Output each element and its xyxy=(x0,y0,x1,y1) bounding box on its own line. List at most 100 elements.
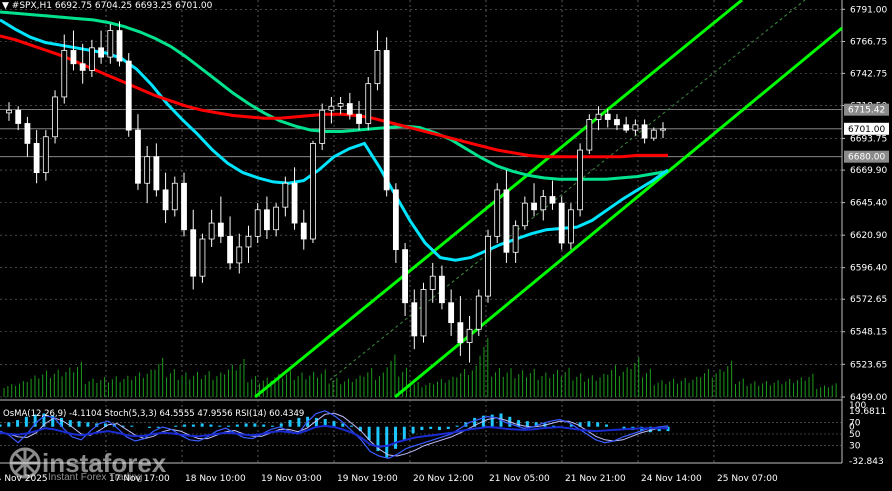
candle-body xyxy=(595,113,602,120)
instaforex-watermark: instaforex Instant Forex Trading xyxy=(8,446,167,483)
candle-body xyxy=(346,103,353,115)
time-tick-label: 18 Nov 10:00 xyxy=(185,474,246,484)
rsi-line xyxy=(0,424,668,448)
candle-body xyxy=(190,229,197,277)
subwindow-indicator-label: OsMA(12,26,9) -4.1104 Stoch(5,3,3) 64.55… xyxy=(3,409,304,419)
price-tick-label: 6548.15 xyxy=(850,328,887,338)
candle-body xyxy=(208,222,215,240)
candle-body xyxy=(457,322,464,343)
candle-body xyxy=(540,196,547,211)
ema-200-line xyxy=(0,34,668,159)
candle-body xyxy=(98,47,105,58)
subwindow-tick-label: 50 xyxy=(849,430,861,440)
candle-body xyxy=(171,182,178,211)
subwindow-tick-label: 19.6811 xyxy=(849,407,886,417)
candle-body xyxy=(291,182,298,224)
candle-body xyxy=(88,47,95,71)
candle-body xyxy=(402,249,408,304)
candle-body xyxy=(503,189,510,253)
subwindow-tick-label: 70 xyxy=(849,418,861,428)
candle-body xyxy=(439,275,445,304)
time-tick-label: 19 Nov 03:00 xyxy=(261,474,322,484)
watermark-tagline: Instant Forex Trading xyxy=(48,472,143,483)
subwindow-tick-label: -32.843 xyxy=(849,457,884,467)
price-label: 6680.00 xyxy=(848,153,885,163)
candle-body xyxy=(604,113,611,120)
candle-body xyxy=(135,129,141,184)
candle-body xyxy=(475,295,482,330)
symbol-ohlc-text: #SPX,H1 6692.75 6704.25 6693.25 6701.00 xyxy=(11,1,213,11)
price-tick-label: 6693.75 xyxy=(850,134,887,144)
candle-body xyxy=(15,109,22,124)
candle-body xyxy=(632,124,639,131)
price-tick-label: 6523.65 xyxy=(850,360,887,370)
time-tick-label: 25 Nov 07:00 xyxy=(717,474,778,484)
candle-body xyxy=(217,222,224,237)
candle-body xyxy=(227,235,233,264)
candle-body xyxy=(264,209,270,231)
candle-body xyxy=(52,96,58,138)
candle-body xyxy=(107,30,114,58)
candle-body xyxy=(374,50,381,85)
candle-body xyxy=(577,149,584,211)
price-tick-label: 6596.40 xyxy=(850,264,887,274)
candle-body xyxy=(485,235,491,297)
subwindow-tick-label: 30 xyxy=(849,442,861,452)
price-label: 6715.42 xyxy=(848,106,885,116)
candle-body xyxy=(116,30,123,62)
candle-body xyxy=(125,60,132,131)
price-tick-label: 6499.00 xyxy=(850,393,887,403)
candle-body xyxy=(383,50,390,191)
candle-body xyxy=(521,202,528,227)
candle-body xyxy=(319,109,326,144)
candle-body xyxy=(641,124,648,139)
candle-body xyxy=(328,105,335,111)
candle-body xyxy=(494,189,501,237)
subwindow-tick-label: 100 xyxy=(849,401,866,411)
price-tick-label: 6572.65 xyxy=(850,295,887,305)
candle-body xyxy=(586,119,593,151)
candle-body xyxy=(24,123,31,144)
price-tick-label: 6620.90 xyxy=(850,231,887,241)
stoch-signal-line xyxy=(0,412,669,457)
candle-body xyxy=(199,238,206,277)
price-label-box xyxy=(844,122,889,135)
symbol-header: ▼ #SPX,H1 6692.75 6704.25 6693.25 6701.0… xyxy=(2,1,212,11)
price-tick-label: 6742.75 xyxy=(850,69,887,79)
candle-body xyxy=(254,209,261,237)
candle-body xyxy=(660,128,666,131)
candle-body xyxy=(466,328,473,343)
time-tick-label: 20 Nov 12:00 xyxy=(413,474,474,484)
candle-body xyxy=(144,156,151,184)
candle-body xyxy=(162,189,169,211)
price-tick-label: 6791.00 xyxy=(850,5,887,15)
channel-line xyxy=(329,0,806,381)
candle-body xyxy=(448,302,455,324)
price-tick-label: 6669.90 xyxy=(850,166,887,176)
ema-144-line xyxy=(0,10,669,181)
candle-body xyxy=(623,124,630,131)
price-label-box xyxy=(844,103,889,116)
candle-body xyxy=(33,143,40,174)
dropdown-arrow-icon[interactable]: ▼ xyxy=(2,1,9,11)
candle-body xyxy=(392,189,399,251)
candle-body xyxy=(558,202,565,244)
candle-body xyxy=(282,182,289,208)
candle-body xyxy=(512,225,519,253)
candle-body xyxy=(549,196,556,204)
watermark-brand: instaforex xyxy=(42,448,167,478)
candle-body xyxy=(567,209,574,244)
time-tick-label: 24 Nov 14:00 xyxy=(641,474,702,484)
time-tick-label: 21 Nov 05:00 xyxy=(489,474,550,484)
candle-body xyxy=(70,50,77,65)
instaforex-logo-icon xyxy=(9,447,41,479)
candle-body xyxy=(6,109,12,114)
candle-body xyxy=(650,129,657,139)
candle-body xyxy=(429,275,436,290)
price-label-box xyxy=(844,150,889,163)
candle-body xyxy=(79,63,86,71)
candle-body xyxy=(365,83,372,124)
candle-body xyxy=(337,103,344,107)
